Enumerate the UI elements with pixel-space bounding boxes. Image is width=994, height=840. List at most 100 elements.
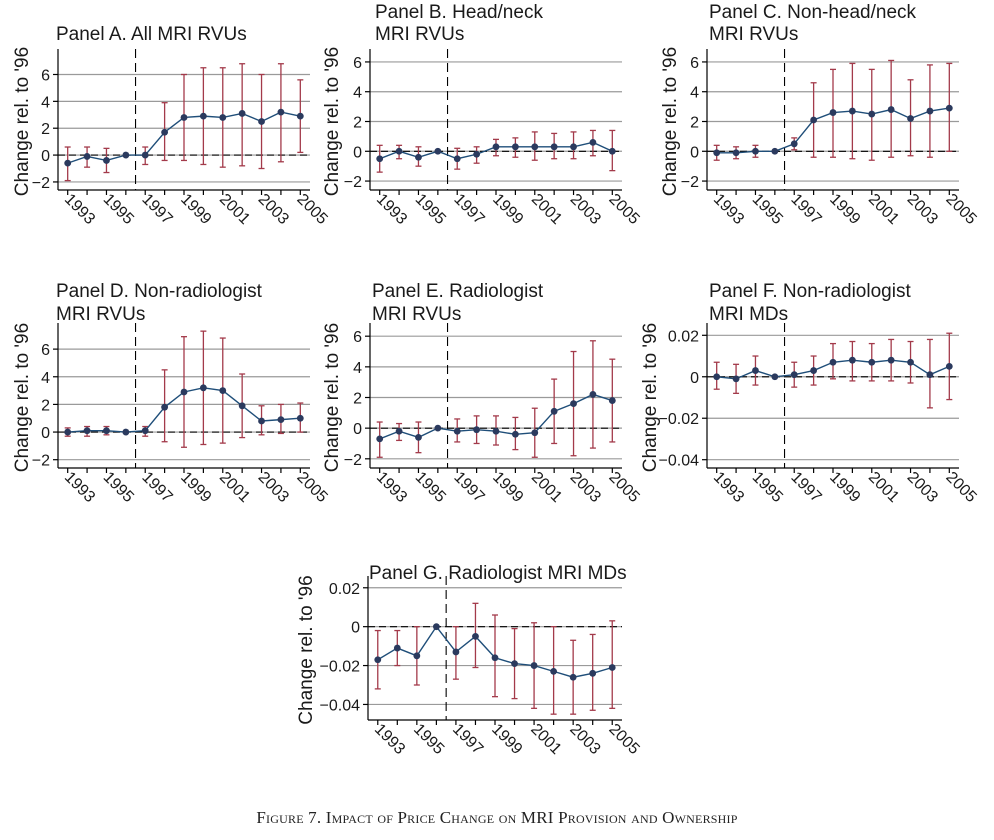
data-point <box>713 149 721 157</box>
x-tick-label: 1993 <box>61 191 98 228</box>
panel-title: Panel B. Head/neck <box>375 2 543 23</box>
panel-title: MRI RVUs <box>56 304 145 325</box>
data-point <box>887 106 895 113</box>
data-point <box>589 138 597 146</box>
x-tick-label: 2001 <box>865 469 902 506</box>
y-tick-label: 0.02 <box>329 581 360 598</box>
data-point <box>790 140 798 148</box>
data-point <box>945 362 953 370</box>
x-tick-label: 1995 <box>749 469 786 506</box>
data-point <box>868 358 876 366</box>
y-axis-label: Change rel. to '96 <box>640 323 661 472</box>
x-tick-label: 1997 <box>450 191 487 228</box>
data-point <box>550 143 558 151</box>
data-point <box>771 373 779 381</box>
data-point <box>238 110 246 117</box>
data-point <box>434 424 442 432</box>
y-tick-label: −0.04 <box>659 453 700 470</box>
y-tick-label: 0 <box>351 620 360 637</box>
data-point <box>219 114 227 121</box>
y-tick-label: 4 <box>41 370 50 387</box>
x-tick-label: 1999 <box>826 469 863 506</box>
x-tick-label: 1997 <box>138 469 175 506</box>
data-point <box>376 155 384 163</box>
data-point <box>589 669 597 677</box>
data-point <box>395 147 403 155</box>
y-tick-label: 2 <box>353 115 362 132</box>
data-point <box>180 114 188 121</box>
data-point <box>829 109 837 116</box>
y-tick-label: 2 <box>41 397 50 414</box>
x-tick-label: 2003 <box>904 191 941 228</box>
data-point <box>453 155 461 163</box>
x-tick-label: 1997 <box>787 469 824 506</box>
data-point <box>511 143 519 151</box>
data-point <box>848 356 856 364</box>
y-tick-label: 0 <box>41 148 50 165</box>
data-point <box>374 656 382 664</box>
data-point <box>473 150 481 158</box>
data-point <box>277 108 285 116</box>
data-point <box>258 118 265 125</box>
data-point <box>732 149 740 157</box>
x-tick-label: 1995 <box>749 191 786 228</box>
y-axis-label: Change rel. to '96 <box>322 323 343 472</box>
y-tick-label: 4 <box>41 94 50 111</box>
x-tick-label: 1993 <box>710 469 747 506</box>
data-point <box>790 371 798 379</box>
x-tick-label: 1999 <box>177 191 214 228</box>
y-tick-label: 0 <box>353 421 362 438</box>
data-point <box>531 429 539 437</box>
data-point <box>907 115 914 122</box>
data-point <box>868 110 876 118</box>
data-point <box>810 367 818 374</box>
x-tick-label: 1993 <box>373 469 410 506</box>
y-tick-label: 2 <box>353 391 362 408</box>
data-point <box>64 428 72 436</box>
x-tick-label: 2005 <box>605 721 642 758</box>
data-point <box>608 664 616 671</box>
panel-title: Panel D. Non-radiologist <box>56 281 263 302</box>
y-tick-label: −0.02 <box>659 411 700 428</box>
x-tick-label: 1997 <box>138 191 175 228</box>
y-tick-label: 0 <box>353 144 362 161</box>
data-point <box>415 153 422 161</box>
y-tick-label: 6 <box>690 55 699 72</box>
y-tick-label: 0 <box>41 425 50 442</box>
y-tick-label: −2 <box>344 452 362 469</box>
data-point <box>296 414 304 422</box>
data-point <box>83 153 91 160</box>
x-tick-label: 2001 <box>528 191 565 228</box>
x-tick-label: 1997 <box>787 191 824 228</box>
data-point <box>550 407 558 415</box>
x-tick-label: 1993 <box>371 721 408 758</box>
data-point <box>945 104 953 112</box>
x-tick-label: 2003 <box>567 191 604 228</box>
x-tick-label: 1999 <box>826 191 863 228</box>
data-point <box>103 157 110 164</box>
x-tick-label: 2005 <box>942 469 979 506</box>
y-tick-label: 4 <box>690 85 699 102</box>
x-tick-label: 2005 <box>293 469 330 506</box>
data-point <box>550 667 558 675</box>
data-point <box>141 151 149 159</box>
x-tick-label: 2003 <box>255 469 292 506</box>
panel-a: Panel A. All MRI RVUs −2 0 2 4 6 1993 1995 1997 1… <box>12 24 331 228</box>
y-tick-label: 0 <box>690 370 699 387</box>
y-tick-label: 6 <box>41 67 50 84</box>
data-point <box>569 673 577 681</box>
data-point <box>472 632 479 640</box>
x-tick-label: 1995 <box>100 191 137 228</box>
data-point <box>511 660 518 668</box>
panel-title: MRI RVUs <box>375 24 464 45</box>
x-tick-label: 1999 <box>489 469 526 506</box>
x-tick-label: 1993 <box>61 469 98 506</box>
y-tick-label: 6 <box>353 329 362 346</box>
data-point <box>531 143 539 151</box>
data-point <box>296 112 304 120</box>
